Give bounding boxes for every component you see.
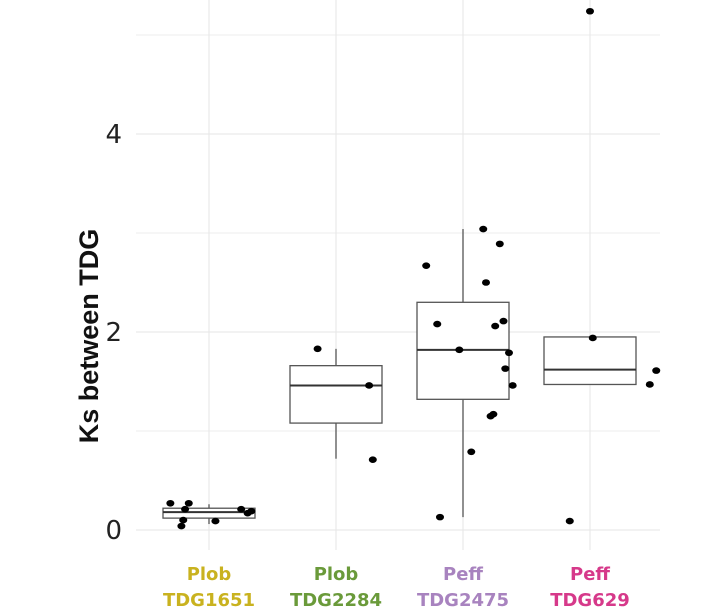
data-point-tdg2284-2 <box>368 456 377 464</box>
data-point-tdg2475-8 <box>489 410 498 418</box>
data-point-tdg2475-2 <box>436 513 444 521</box>
boxes <box>162 229 637 525</box>
data-point-tdg629-3 <box>645 381 654 388</box>
data-point-tdg2475-10 <box>495 240 504 248</box>
data-point-tdg2475-6 <box>482 279 490 286</box>
data-point-tdg1651-3 <box>181 505 190 513</box>
x-label-gene-tdg2284: TDG2284 <box>290 590 382 611</box>
data-point-tdg2475-11 <box>499 317 508 325</box>
data-point-tdg2475-13 <box>505 349 513 357</box>
data-point-tdg1651-5 <box>211 517 220 525</box>
data-point-tdg2475-1 <box>433 320 442 328</box>
x-label-gene-tdg1651: TDG1651 <box>163 590 255 611</box>
data-point-tdg2475-12 <box>501 365 510 372</box>
x-label-gene-tdg2475: TDG2475 <box>417 590 509 611</box>
data-point-tdg1651-1 <box>177 522 186 530</box>
gridlines <box>136 0 660 550</box>
data-point-tdg629-0 <box>565 517 574 525</box>
y-tick-label-2: 2 <box>105 318 122 348</box>
x-label-species-tdg1651: Plob <box>187 564 232 585</box>
data-point-tdg1651-8 <box>247 507 256 515</box>
y-tick-label-4: 4 <box>105 120 122 150</box>
x-label-species-tdg2284: Plob <box>314 564 359 585</box>
data-point-tdg629-4 <box>652 367 661 374</box>
y-axis-title: Ks between TDG <box>74 229 104 444</box>
data-point-tdg2475-4 <box>467 448 476 456</box>
data-point-tdg629-1 <box>586 7 594 15</box>
data-point-tdg1651-0 <box>166 499 175 507</box>
data-point-tdg1651-4 <box>184 499 193 507</box>
data-point-tdg2475-9 <box>491 322 500 330</box>
data-point-tdg2475-5 <box>479 225 488 233</box>
data-point-tdg2475-0 <box>422 262 431 269</box>
box-tdg629 <box>543 336 637 386</box>
data-points <box>166 7 661 530</box>
data-point-tdg629-2 <box>588 334 597 342</box>
x-label-gene-tdg629: TDG629 <box>550 590 630 611</box>
data-point-tdg1651-6 <box>237 505 246 513</box>
x-category-labels: Plob TDG1651 Plob TDG2284 Peff TDG2475 Peff TDG… <box>163 564 630 611</box>
box-tdg2284 <box>289 365 383 424</box>
data-point-tdg2284-1 <box>365 382 374 389</box>
y-tick-labels: 0 2 4 <box>105 120 122 546</box>
data-point-tdg2475-3 <box>455 346 464 354</box>
data-point-tdg1651-2 <box>179 516 188 524</box>
x-label-species-tdg629: Peff <box>570 564 610 585</box>
y-tick-label-0: 0 <box>105 516 122 546</box>
data-point-tdg2475-14 <box>508 382 517 389</box>
data-point-tdg2284-0 <box>313 345 322 353</box>
x-label-species-tdg2475: Peff <box>443 564 483 585</box>
